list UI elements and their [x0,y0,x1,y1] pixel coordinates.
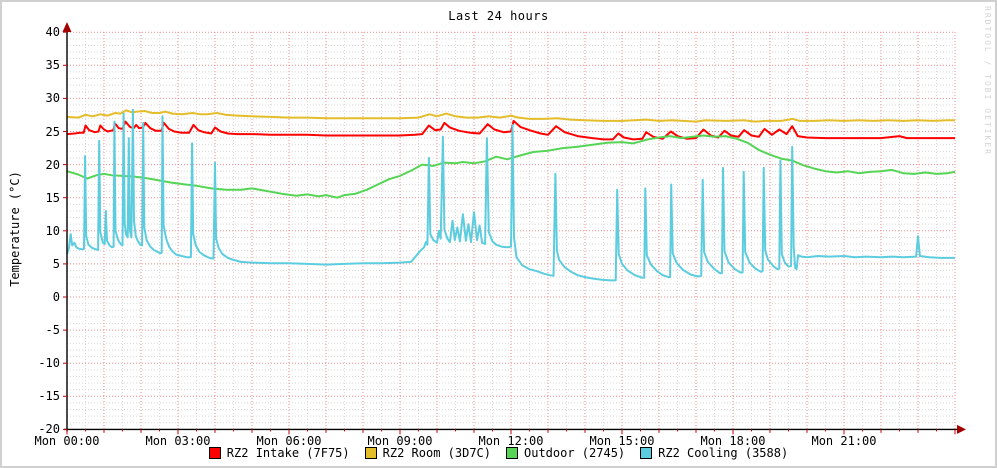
x-tick-label: Mon 06:00 [256,434,322,449]
y-tick-label: -20 [38,422,60,437]
y-tick-label: -15 [38,389,60,404]
y-axis-arrow-icon [62,22,72,32]
rz2-room-swatch-icon [364,447,377,459]
series-line-rz2-room-3d7c [66,109,955,123]
outdoor-swatch-icon [506,447,518,459]
y-tick-label: 40 [45,25,60,40]
tick-marks [63,31,956,435]
y-tick-label: -10 [38,356,60,371]
legend: RZ2 Intake (7F75) RZ2 Room (3D7C) Outdoo… [2,446,995,460]
y-tick-label: 25 [45,124,60,139]
legend-item-outdoor: Outdoor (2745) [506,446,625,460]
graph-title: Last 24 hours [448,9,549,23]
y-tick-label: 10 [45,223,60,238]
series-line-rz2-cooling-3588 [66,108,955,282]
x-tick-label: Mon 09:00 [367,434,433,449]
series-line-rz2-intake-7f75 [66,119,955,141]
y-tick-label: 30 [45,91,60,106]
series-line-outdoor-2745 [66,134,956,199]
legend-label-outdoor: Outdoor (2745) [524,446,626,460]
legend-label-rz2-room: RZ2 Room (3D7C) [382,446,491,460]
legend-label-rz2-cooling: RZ2 Cooling (3588) [658,446,789,460]
rrdtool-watermark: RRDTOOL / TOBI OETIKER [983,6,992,156]
legend-item-rz2-intake: RZ2 Intake (7F75) [208,446,350,460]
x-tick-label: Mon 15:00 [589,434,655,449]
y-tick-label: 35 [45,58,60,73]
y-tick-label: 20 [45,157,60,172]
y-tick-label: 0 [52,290,60,304]
legend-item-rz2-room: RZ2 Room (3D7C) [364,446,491,460]
x-tick-label: Mon 03:00 [145,434,211,449]
y-tick-label: 5 [52,256,60,271]
y-tick-label: 15 [45,190,60,205]
y-tick-label: -5 [45,323,60,338]
x-tick-label: Mon 18:00 [700,434,766,449]
x-axis-arrow-icon [957,424,966,434]
x-tick-label: Mon 00:00 [34,434,100,449]
legend-item-rz2-cooling: RZ2 Cooling (3588) [640,446,788,460]
rz2-intake-swatch-icon [208,447,221,459]
x-tick-label: Mon 21:00 [811,434,877,449]
rz2-cooling-swatch-icon [640,447,653,459]
legend-label-rz2-intake: RZ2 Intake (7F75) [226,446,350,460]
x-tick-label: Mon 12:00 [478,434,544,449]
